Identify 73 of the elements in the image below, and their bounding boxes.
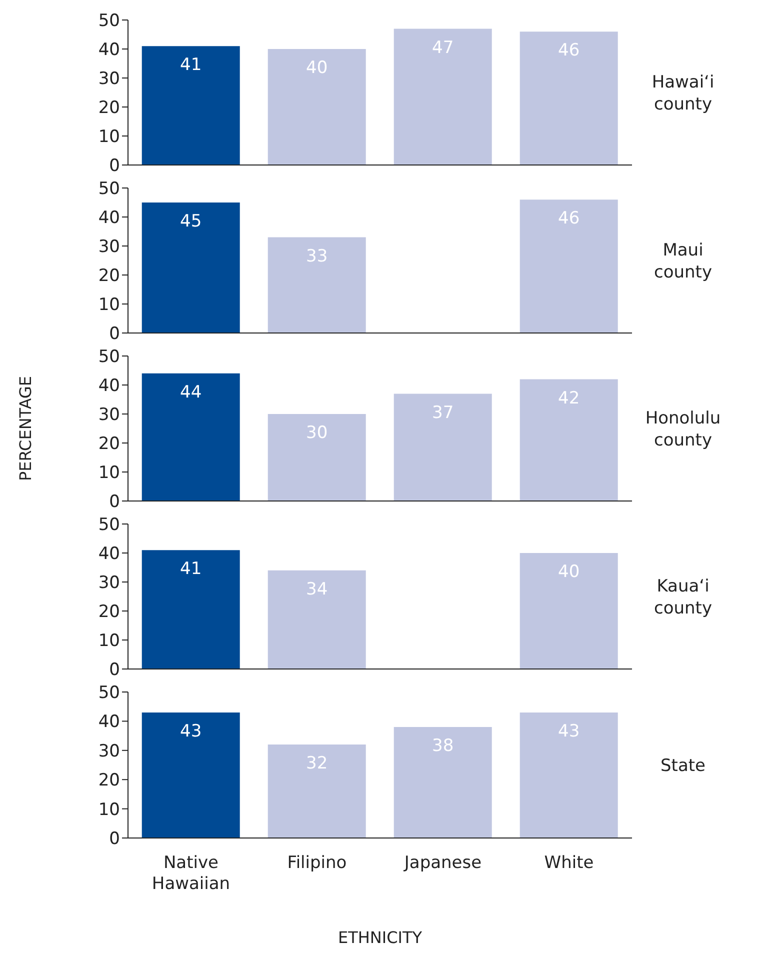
bar <box>268 570 366 669</box>
data-label: 46 <box>558 208 580 229</box>
y-tick-label: 20 <box>98 266 120 286</box>
y-axis-title: PERCENTAGE <box>16 375 36 481</box>
y-tick-label: 10 <box>98 800 120 820</box>
y-tick-label: 40 <box>98 208 120 228</box>
text: Kaua‘i county <box>654 576 712 618</box>
x-tick-label: White <box>544 853 594 873</box>
data-label: 45 <box>180 212 202 232</box>
text: State <box>660 756 706 776</box>
bar <box>142 550 240 669</box>
data-label: 40 <box>306 58 328 78</box>
data-label: 32 <box>306 754 328 774</box>
data-label: 42 <box>558 388 580 408</box>
data-label: 46 <box>558 40 580 61</box>
y-tick-label: 40 <box>98 544 120 564</box>
data-label: 41 <box>180 55 202 76</box>
y-tick-label: 20 <box>98 602 120 622</box>
data-label: 34 <box>306 579 328 600</box>
data-label: 43 <box>558 722 580 742</box>
data-label: 33 <box>306 246 328 266</box>
bar <box>268 237 366 333</box>
text: Hawai‘i county <box>652 72 714 114</box>
y-tick-label: 40 <box>98 40 120 60</box>
y-tick-label: 50 <box>98 515 120 536</box>
bar <box>394 394 492 501</box>
y-tick-label: 30 <box>98 405 120 426</box>
y-tick-label: 10 <box>98 463 120 484</box>
bar <box>520 200 618 333</box>
x-tick-label: Native Hawaiian <box>152 853 230 894</box>
data-label: 47 <box>432 38 454 58</box>
y-tick-label: 20 <box>98 770 120 791</box>
x-axis-title: ETHNICITY <box>336 928 424 947</box>
y-tick-label: 50 <box>98 11 120 32</box>
bar <box>142 202 240 333</box>
y-tick-label: 30 <box>98 69 120 90</box>
x-tick-label: Filipino <box>287 853 347 873</box>
data-label: 38 <box>432 736 454 756</box>
text: Maui county <box>654 240 712 282</box>
y-tick-label: 30 <box>98 237 120 258</box>
bar <box>520 32 618 165</box>
bar <box>394 28 492 165</box>
bar <box>268 414 366 501</box>
y-tick-label: 30 <box>98 573 120 594</box>
y-tick-label: 20 <box>98 434 120 454</box>
text: Honolulu county <box>645 408 721 450</box>
y-tick-label: 10 <box>98 295 120 316</box>
y-tick-label: 50 <box>98 347 120 368</box>
y-tick-label: 30 <box>98 741 120 762</box>
y-tick-label: 20 <box>98 98 120 118</box>
bar <box>520 553 618 669</box>
y-tick-label: 0 <box>109 829 120 850</box>
y-tick-label: 40 <box>98 712 120 732</box>
y-tick-label: 10 <box>98 631 120 652</box>
y-tick-label: 50 <box>98 683 120 704</box>
x-tick-label: Japanese <box>403 853 482 873</box>
bar <box>268 49 366 165</box>
data-label: 44 <box>180 382 202 402</box>
data-label: 41 <box>180 559 202 580</box>
y-tick-label: 0 <box>109 156 120 176</box>
bar <box>142 373 240 501</box>
data-label: 37 <box>432 402 454 423</box>
data-label: 40 <box>558 562 580 582</box>
bar <box>142 46 240 165</box>
y-tick-label: 0 <box>109 660 120 680</box>
y-tick-label: 0 <box>109 492 120 512</box>
y-tick-label: 40 <box>98 376 120 396</box>
y-tick-label: 10 <box>98 127 120 148</box>
data-label: 43 <box>180 722 202 742</box>
y-tick-label: 0 <box>109 324 120 344</box>
bar <box>520 379 618 501</box>
data-label: 30 <box>306 423 328 444</box>
y-tick-label: 50 <box>98 179 120 200</box>
